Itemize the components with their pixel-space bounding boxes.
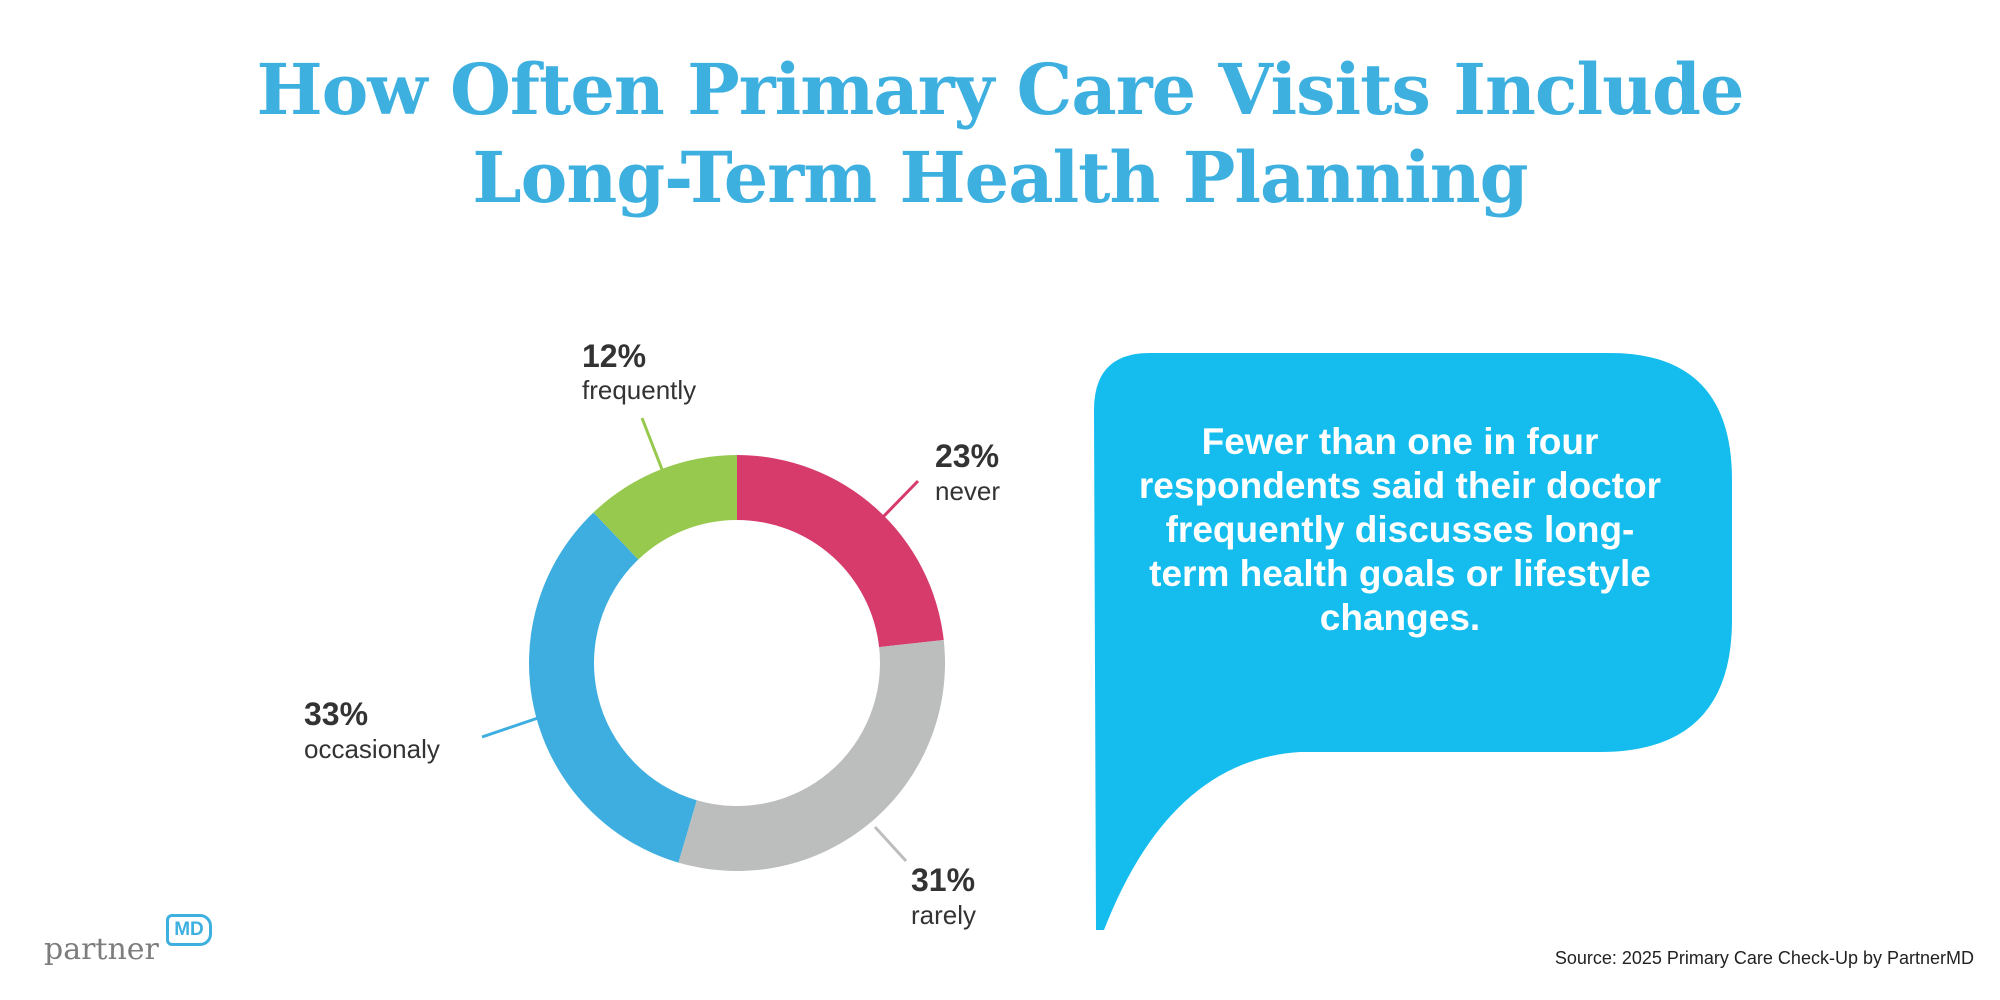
partnermd-logo: partner MD (44, 910, 224, 970)
donut-slice-frequently (593, 455, 737, 560)
value-label-occasionaly: 33% (304, 696, 369, 732)
speech-bubble (1094, 353, 1732, 930)
leader-line-occasionaly (481, 716, 539, 739)
category-label-frequently: frequently (582, 375, 697, 405)
value-label-rarely: 31% (911, 862, 976, 898)
chart-title-line-2: Long-Term Health Planning (472, 136, 1528, 219)
source-note: Source: 2025 Primary Care Check-Up by Pa… (1554, 948, 1974, 968)
chart-title-line-1: How Often Primary Care Visits Include (256, 48, 1744, 131)
value-label-frequently: 12% (582, 338, 647, 374)
leader-line-frequently (640, 417, 665, 473)
donut-slice-never (737, 455, 944, 648)
category-label-occasionaly: occasionaly (304, 734, 440, 764)
category-label-rarely: rarely (911, 900, 977, 930)
donut-slice-occasionaly (528, 512, 697, 863)
donut-slice-rarely (678, 639, 945, 871)
category-label-never: never (935, 476, 1001, 506)
value-label-never: 23% (935, 438, 1000, 474)
leader-line-never (881, 479, 920, 519)
callout-text: Fewer than one in four respondents said … (1138, 421, 1662, 638)
leader-line-rarely (873, 825, 908, 863)
